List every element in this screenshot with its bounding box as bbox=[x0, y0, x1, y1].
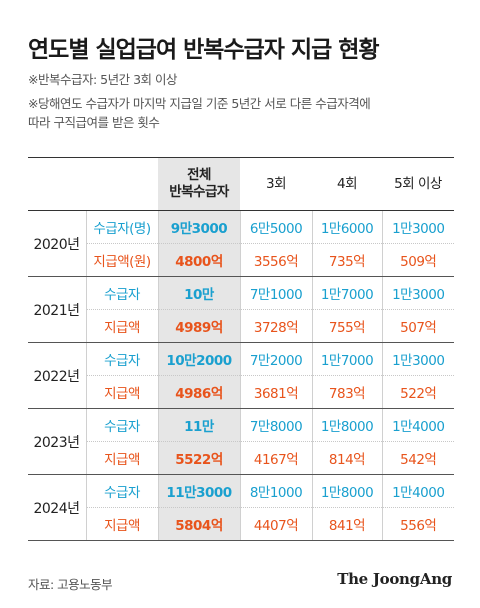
recipients-cell: 1만6000 bbox=[311, 210, 382, 244]
amount-label: 지급액 bbox=[85, 441, 158, 475]
recipients-label: 수급자 bbox=[85, 276, 158, 310]
header-total: 전체 반복수급자 bbox=[158, 157, 240, 211]
amount-label: 지급액 bbox=[85, 309, 158, 343]
header-label bbox=[86, 157, 158, 211]
amount-total-cell: 4986억 bbox=[157, 375, 240, 409]
header-3times: 3회 bbox=[240, 157, 312, 211]
amount-cell: 509억 bbox=[381, 243, 454, 277]
table-row-amount: 지급액 4989억 3728억 755억 507억 bbox=[28, 309, 454, 343]
table-header-row: 전체 반복수급자 3회 4회 5회 이상 bbox=[28, 157, 454, 211]
amount-cell: 841억 bbox=[311, 507, 382, 541]
year-cell: 2020년 bbox=[28, 210, 86, 277]
table-row-amount: 지급액 5522억 4167억 814억 542억 bbox=[28, 441, 454, 475]
amount-total-cell: 4989억 bbox=[157, 309, 240, 343]
recipients-cell: 1만7000 bbox=[311, 276, 382, 310]
table-row-recipients: 2023년 수급자 11만 7만8000 1만8000 1만4000 bbox=[28, 408, 454, 475]
amount-cell: 814억 bbox=[311, 441, 382, 475]
recipients-total-cell: 9만3000 bbox=[157, 210, 240, 244]
year-cell: 2021년 bbox=[28, 276, 86, 343]
year-cell: 2023년 bbox=[28, 408, 86, 475]
header-4times: 4회 bbox=[312, 157, 382, 211]
amount-cell: 3681억 bbox=[239, 375, 312, 409]
recipients-total-cell: 11만 bbox=[157, 408, 240, 442]
amount-cell: 522억 bbox=[381, 375, 454, 409]
recipients-label: 수급자 bbox=[85, 342, 158, 376]
amount-total-cell: 5804억 bbox=[157, 507, 240, 541]
header-total-line1: 전체 bbox=[187, 167, 211, 183]
recipients-cell: 1만4000 bbox=[381, 474, 454, 508]
recipients-label: 수급자(명) bbox=[85, 210, 158, 244]
note-explanation-line2: 따라 구직급여를 받은 횟수 bbox=[28, 115, 160, 130]
recipients-cell: 1만8000 bbox=[311, 408, 382, 442]
recipients-cell: 7만8000 bbox=[239, 408, 312, 442]
amount-cell: 783억 bbox=[311, 375, 382, 409]
amount-cell: 4407억 bbox=[239, 507, 312, 541]
source-note: 자료: 고용노동부 bbox=[28, 577, 113, 592]
year-cell: 2022년 bbox=[28, 342, 86, 409]
amount-cell: 556억 bbox=[381, 507, 454, 541]
recipients-cell: 7만2000 bbox=[239, 342, 312, 376]
brand-logo: The JoongAng bbox=[337, 570, 452, 588]
amount-label: 지급액 bbox=[85, 507, 158, 541]
note-definition: ※반복수급자: 5년간 3회 이상 bbox=[28, 72, 178, 87]
table-row-amount: 지급액(원) 4800억 3556억 735억 509억 bbox=[28, 243, 454, 277]
amount-cell: 735억 bbox=[311, 243, 382, 277]
table-row-recipients: 2020년 수급자(명) 9만3000 6만5000 1만6000 1만3000 bbox=[28, 210, 454, 277]
recipients-cell: 1만3000 bbox=[381, 276, 454, 310]
note-explanation-line1: ※당해연도 수급자가 마지막 지급일 기준 5년간 서로 다른 수급자격에 bbox=[28, 96, 371, 111]
recipients-cell: 7만1000 bbox=[239, 276, 312, 310]
amount-cell: 755억 bbox=[311, 309, 382, 343]
recipients-cell: 6만5000 bbox=[239, 210, 312, 244]
recipients-label: 수급자 bbox=[85, 408, 158, 442]
amount-cell: 3728억 bbox=[239, 309, 312, 343]
amount-label: 지급액 bbox=[85, 375, 158, 409]
recipients-cell: 1만8000 bbox=[311, 474, 382, 508]
recipients-total-cell: 11만3000 bbox=[157, 474, 240, 508]
table-row-recipients: 2024년 수급자 11만3000 8만1000 1만8000 1만4000 bbox=[28, 474, 454, 541]
note-explanation: ※당해연도 수급자가 마지막 지급일 기준 5년간 서로 다른 수급자격에 따라… bbox=[28, 94, 371, 132]
recipients-cell: 1만7000 bbox=[311, 342, 382, 376]
table-row-amount: 지급액 5804억 4407억 841억 556억 bbox=[28, 507, 454, 541]
year-cell: 2024년 bbox=[28, 474, 86, 541]
header-total-line2: 반복수급자 bbox=[169, 184, 229, 200]
amount-cell: 3556억 bbox=[239, 243, 312, 277]
table-row-amount: 지급액 4986억 3681억 783억 522억 bbox=[28, 375, 454, 409]
amount-cell: 507억 bbox=[381, 309, 454, 343]
amount-total-cell: 5522억 bbox=[157, 441, 240, 475]
amount-total-cell: 4800억 bbox=[157, 243, 240, 277]
recipients-label: 수급자 bbox=[85, 474, 158, 508]
recipients-cell: 1만3000 bbox=[381, 210, 454, 244]
recipients-cell: 8만1000 bbox=[239, 474, 312, 508]
table-row-recipients: 2022년 수급자 10만2000 7만2000 1만7000 1만3000 bbox=[28, 342, 454, 409]
table-row-recipients: 2021년 수급자 10만 7만1000 1만7000 1만3000 bbox=[28, 276, 454, 343]
recipients-total-cell: 10만2000 bbox=[157, 342, 240, 376]
amount-cell: 4167억 bbox=[239, 441, 312, 475]
header-year bbox=[28, 157, 86, 211]
amount-cell: 542억 bbox=[381, 441, 454, 475]
page-title: 연도별 실업급여 반복수급자 지급 현황 bbox=[28, 37, 380, 63]
amount-label: 지급액(원) bbox=[85, 243, 158, 277]
recipient-table: 전체 반복수급자 3회 4회 5회 이상 2020년 수급자(명) 9만3000 6만… bbox=[28, 157, 454, 541]
recipients-cell: 1만3000 bbox=[381, 342, 454, 376]
header-5plus: 5회 이상 bbox=[382, 157, 454, 211]
recipients-total-cell: 10만 bbox=[157, 276, 240, 310]
recipients-cell: 1만4000 bbox=[381, 408, 454, 442]
